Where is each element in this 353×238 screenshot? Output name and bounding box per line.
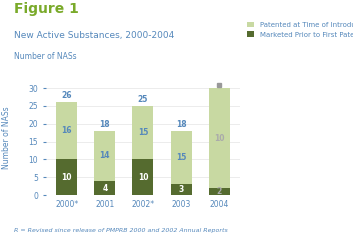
Bar bbox=[132, 106, 154, 159]
Text: 18: 18 bbox=[176, 120, 186, 129]
Text: 3: 3 bbox=[178, 185, 184, 194]
Bar bbox=[132, 159, 154, 195]
Bar bbox=[95, 131, 115, 181]
Text: Number of NASs: Number of NASs bbox=[14, 52, 77, 61]
Bar bbox=[95, 181, 115, 195]
Text: 15: 15 bbox=[176, 153, 186, 162]
Bar bbox=[56, 102, 77, 159]
Text: 15: 15 bbox=[138, 128, 148, 137]
Text: 10: 10 bbox=[214, 134, 225, 143]
Bar bbox=[209, 188, 229, 195]
Text: 16: 16 bbox=[61, 126, 72, 135]
Text: New Active Substances, 2000-2004: New Active Substances, 2000-2004 bbox=[14, 31, 174, 40]
Text: 10: 10 bbox=[61, 173, 72, 182]
Bar bbox=[56, 159, 77, 195]
Bar bbox=[170, 131, 192, 184]
Text: Number of NASs: Number of NASs bbox=[2, 107, 11, 169]
Text: 18: 18 bbox=[100, 120, 110, 129]
Legend: Patented at Time of Introduction, Marketed Prior to First Patent: Patented at Time of Introduction, Market… bbox=[247, 22, 353, 38]
Text: Figure 1: Figure 1 bbox=[14, 2, 79, 16]
Bar bbox=[170, 184, 192, 195]
Text: 26: 26 bbox=[61, 91, 72, 100]
Text: 2: 2 bbox=[216, 187, 222, 196]
Bar bbox=[209, 88, 229, 188]
Text: 4: 4 bbox=[102, 183, 108, 193]
Text: R = Revised since release of PMPRB 2000 and 2002 Annual Reports: R = Revised since release of PMPRB 2000 … bbox=[14, 228, 228, 233]
Text: 10: 10 bbox=[138, 173, 148, 182]
Text: 25: 25 bbox=[138, 95, 148, 104]
Text: 14: 14 bbox=[100, 151, 110, 160]
